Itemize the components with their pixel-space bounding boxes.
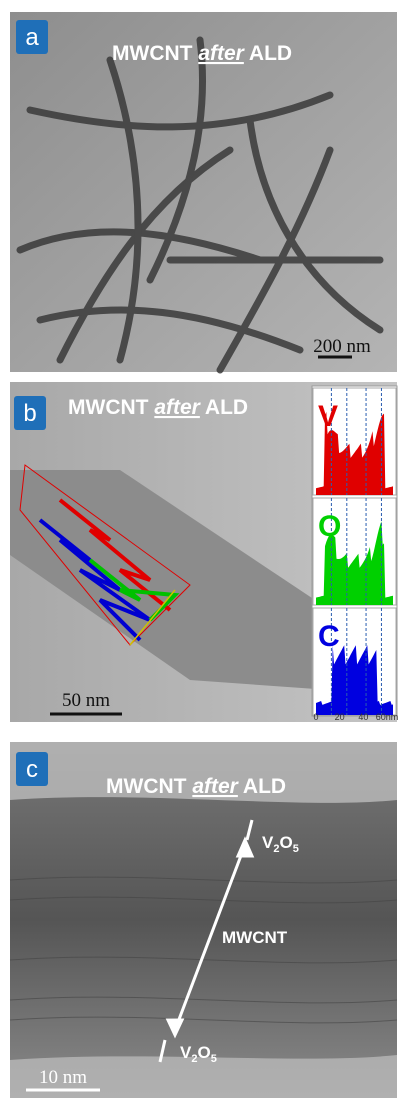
element-label: O	[318, 510, 341, 543]
panel-c: c MWCNT after ALD V2O5 MWCNT V2O5 10 nm	[10, 742, 397, 1098]
panel-label: a	[25, 24, 39, 51]
element-label: C	[318, 620, 340, 653]
element: V	[262, 833, 274, 852]
panel-a: a MWCNT after ALD 200 nm	[10, 12, 397, 372]
axis-label: 40	[358, 712, 368, 722]
panel-title: MWCNT after ALD	[112, 42, 292, 65]
panel-title: MWCNT after ALD	[106, 775, 286, 798]
panel-label: c	[26, 756, 38, 783]
subscript: 5	[293, 843, 299, 855]
panel-title: MWCNT after ALD	[68, 396, 248, 419]
axis-label: 60nm	[376, 712, 399, 722]
scale-label: 200 nm	[313, 336, 371, 357]
axis-label: 20	[335, 712, 345, 722]
panel-label: b	[23, 400, 36, 427]
title-suffix: ALD	[205, 396, 248, 419]
title-prefix: MWCNT	[112, 42, 193, 65]
element: O	[279, 833, 292, 852]
title-suffix: ALD	[249, 42, 292, 65]
line-profiles: V O C 0 20 40 60nm	[312, 386, 398, 722]
panel-b: b MWCNT after ALD V O C 0 20 40 60nm 50 nm	[10, 382, 398, 722]
title-suffix: ALD	[243, 775, 286, 798]
title-emphasis: after	[198, 42, 245, 65]
axis-label: 0	[313, 712, 318, 722]
figure: a MWCNT after ALD 200 nm b MWCNT after A…	[0, 0, 404, 1106]
title-prefix: MWCNT	[106, 775, 187, 798]
element: O	[197, 1043, 210, 1062]
title-prefix: MWCNT	[68, 396, 149, 419]
tube-label: MWCNT	[222, 928, 288, 947]
subscript: 5	[211, 1053, 217, 1065]
page: {"panels": [ {"label": "a", "title": {"p…	[0, 0, 404, 1106]
element: V	[180, 1043, 192, 1062]
scale-label: 10 nm	[39, 1067, 87, 1088]
title-emphasis: after	[154, 396, 201, 419]
element-label: V	[318, 400, 338, 433]
title-emphasis: after	[192, 775, 239, 798]
scale-label: 50 nm	[62, 690, 110, 711]
